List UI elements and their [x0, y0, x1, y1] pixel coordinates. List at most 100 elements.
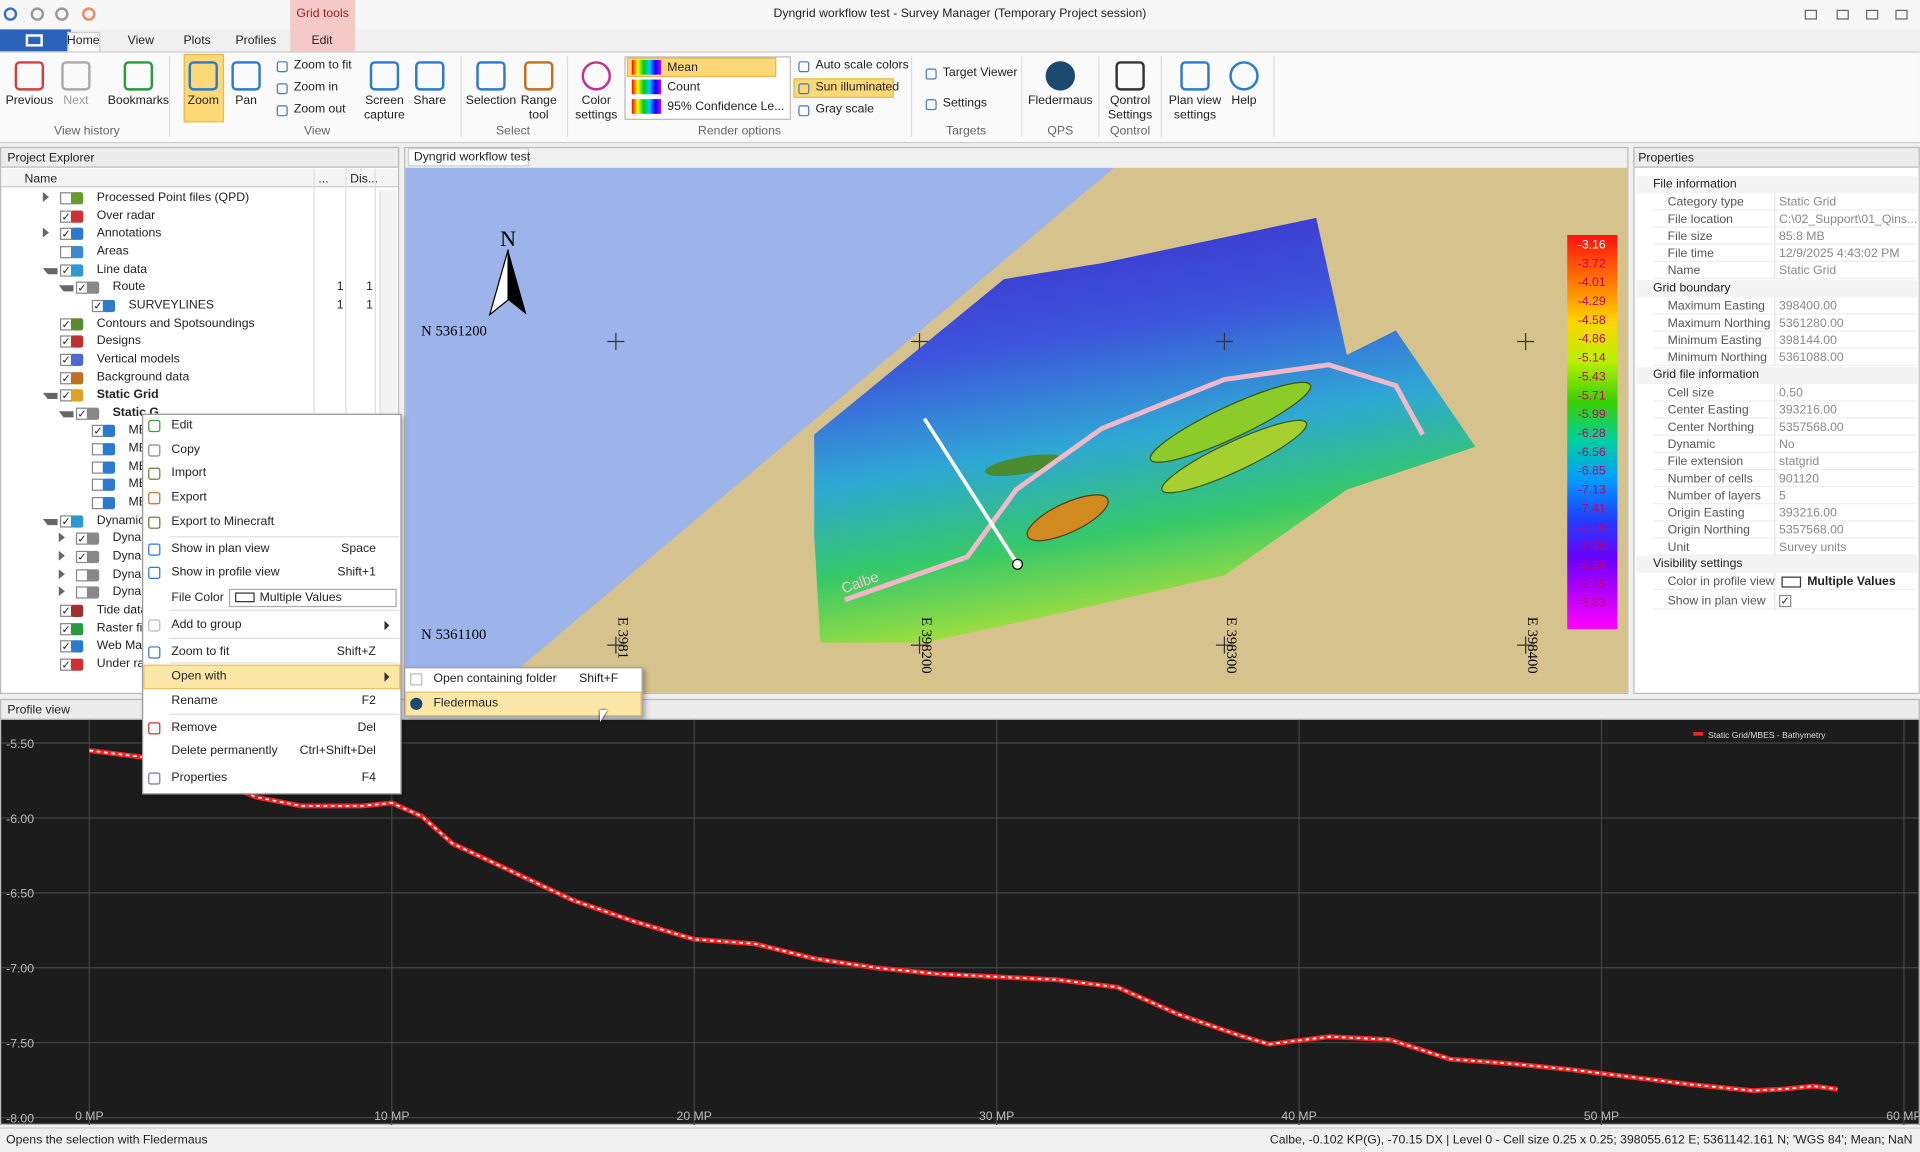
map-canvas[interactable]: N N 5361200 N 5361100 E 3981 E 398200 E 39830…	[405, 167, 1628, 693]
tree-expander[interactable]: expanded	[58, 285, 74, 292]
tree-label[interactable]: Contours and Spotsoundings	[96, 316, 255, 330]
window-control[interactable]	[1865, 9, 1879, 20]
tree-label[interactable]: Web Map	[96, 639, 149, 653]
profile-line[interactable]	[922, 417, 1020, 566]
tree-checkbox[interactable]: ✓	[59, 210, 73, 223]
button-icon[interactable]	[1045, 61, 1076, 91]
ribbon-button[interactable]: Plan view settings	[1168, 94, 1222, 123]
button-icon[interactable]	[61, 61, 91, 91]
ribbon-button[interactable]: Target Viewer	[942, 66, 1018, 80]
small-icon[interactable]	[798, 61, 810, 73]
tree-label[interactable]: Dynam	[112, 531, 152, 546]
ribbon-button[interactable]: Share	[413, 94, 447, 108]
window-control[interactable]	[1836, 9, 1849, 20]
ribbon-button[interactable]: Pan	[235, 94, 257, 108]
tree-label[interactable]: SURVEYLINES	[128, 298, 215, 313]
window-control[interactable]	[1804, 9, 1818, 20]
menu-item[interactable]: Add to group	[171, 618, 242, 632]
ribbon-tab[interactable]: Edit	[311, 34, 333, 48]
small-icon[interactable]	[925, 68, 937, 80]
ribbon-button[interactable]: Range tool	[520, 94, 557, 123]
render-layer[interactable]: 95% Confidence Le...	[667, 100, 785, 114]
menu-item[interactable]: Show in profile view	[171, 565, 280, 579]
ribbon-button[interactable]: Selection	[465, 94, 517, 108]
menu-item[interactable]: Open with	[171, 669, 227, 684]
ribbon-button[interactable]: Previous	[5, 94, 54, 108]
tree-label[interactable]: Annotations	[96, 226, 162, 241]
ribbon-button[interactable]: Zoom in	[293, 80, 339, 95]
tree-expander[interactable]: expanded	[42, 518, 58, 525]
render-layer[interactable]: Count	[667, 80, 700, 95]
small-icon[interactable]	[276, 105, 288, 117]
quick-access-icon[interactable]	[82, 7, 96, 21]
tree-label[interactable]: Dynam	[112, 549, 152, 564]
menu-item[interactable]: Rename	[171, 694, 218, 708]
menu-item[interactable]: Open containing folder	[433, 672, 557, 686]
tree-label[interactable]: Under rad	[96, 657, 152, 671]
tree-expander[interactable]: collapsed	[42, 228, 49, 238]
menu-item[interactable]: Export	[171, 490, 207, 505]
ribbon-button[interactable]: Gray scale	[815, 102, 874, 117]
menu-item[interactable]: Export to Minecraft	[171, 515, 275, 529]
render-layer[interactable]: Mean	[667, 61, 698, 75]
ribbon-button[interactable]: Qontrol Settings	[1107, 94, 1153, 123]
menu-item[interactable]: Copy	[171, 443, 201, 457]
ribbon-tab[interactable]: View	[127, 34, 154, 48]
button-icon[interactable]	[369, 61, 400, 91]
menu-item[interactable]: Zoom to fit	[171, 645, 230, 659]
tree-label[interactable]: Vertical models	[96, 352, 180, 366]
map-tab-label[interactable]: Dyngrid workflow test	[413, 150, 531, 165]
button-icon[interactable]	[581, 61, 611, 91]
tree-expander[interactable]: collapsed	[42, 192, 49, 202]
quick-access-icon[interactable]	[30, 7, 45, 21]
tree-label[interactable]: Processed Point files (QPD)	[96, 190, 250, 205]
small-icon[interactable]	[925, 99, 937, 111]
tree-label[interactable]: Background data	[96, 370, 190, 384]
button-icon[interactable]	[1229, 61, 1259, 91]
tree-checkbox[interactable]: ✓	[59, 317, 73, 330]
quick-access-icon[interactable]	[55, 7, 69, 21]
tree-label[interactable]: Line data	[96, 262, 148, 277]
ribbon-tab[interactable]: Plots	[183, 34, 211, 48]
tree-checkbox[interactable]: ✓	[59, 228, 73, 241]
menu-item[interactable]: Show in plan view	[171, 542, 270, 556]
button-icon[interactable]	[1115, 61, 1145, 91]
ribbon-button[interactable]: Color settings	[575, 94, 618, 123]
menu-item[interactable]: Fledermaus	[433, 696, 499, 710]
small-icon[interactable]	[276, 61, 288, 73]
menu-dropdown[interactable]	[228, 588, 397, 608]
ribbon-button[interactable]: Fledermaus	[1027, 94, 1093, 108]
button-icon[interactable]	[476, 61, 506, 91]
menu-item[interactable]: Remove	[171, 720, 218, 735]
tree-label[interactable]: Areas	[96, 244, 129, 259]
survey-line[interactable]	[844, 362, 1425, 603]
ribbon-button[interactable]: Settings	[942, 96, 988, 111]
tree-checkbox[interactable]: ✓	[59, 622, 73, 635]
ribbon-button[interactable]: Zoom out	[293, 102, 346, 117]
tree-label[interactable]: Static Grid	[96, 388, 159, 402]
small-icon[interactable]	[798, 83, 810, 95]
tree-expander[interactable]: expanded	[42, 267, 58, 274]
ribbon-button[interactable]: Sun illuminated	[815, 80, 900, 95]
tree-expander[interactable]: collapsed	[58, 532, 65, 543]
button-icon[interactable]	[188, 61, 218, 91]
ribbon-button[interactable]: Help	[1231, 94, 1257, 108]
ribbon-button[interactable]: Zoom	[187, 94, 219, 108]
window-control[interactable]	[1895, 9, 1908, 20]
tree-expander[interactable]: collapsed	[58, 568, 65, 579]
file-button[interactable]	[0, 29, 72, 52]
menu-item[interactable]: Edit	[171, 418, 193, 433]
ribbon-button[interactable]: Bookmarks	[107, 94, 169, 108]
tree-label[interactable]: Tide data	[96, 603, 148, 617]
tree-label[interactable]: Dynam	[112, 567, 152, 582]
button-icon[interactable]	[231, 61, 261, 91]
tree-expander[interactable]: expanded	[42, 393, 58, 400]
ribbon-tab[interactable]: Home	[66, 34, 100, 48]
ribbon-tab[interactable]: Profiles	[235, 34, 277, 48]
button-icon[interactable]	[123, 61, 154, 91]
ribbon-button[interactable]: Zoom to fit	[293, 58, 352, 73]
tree-label[interactable]: Dynam	[112, 585, 152, 599]
quick-access-icon[interactable]	[3, 7, 18, 21]
property-checkbox[interactable]: ✓	[1779, 594, 1792, 607]
button-icon[interactable]	[1180, 61, 1210, 91]
